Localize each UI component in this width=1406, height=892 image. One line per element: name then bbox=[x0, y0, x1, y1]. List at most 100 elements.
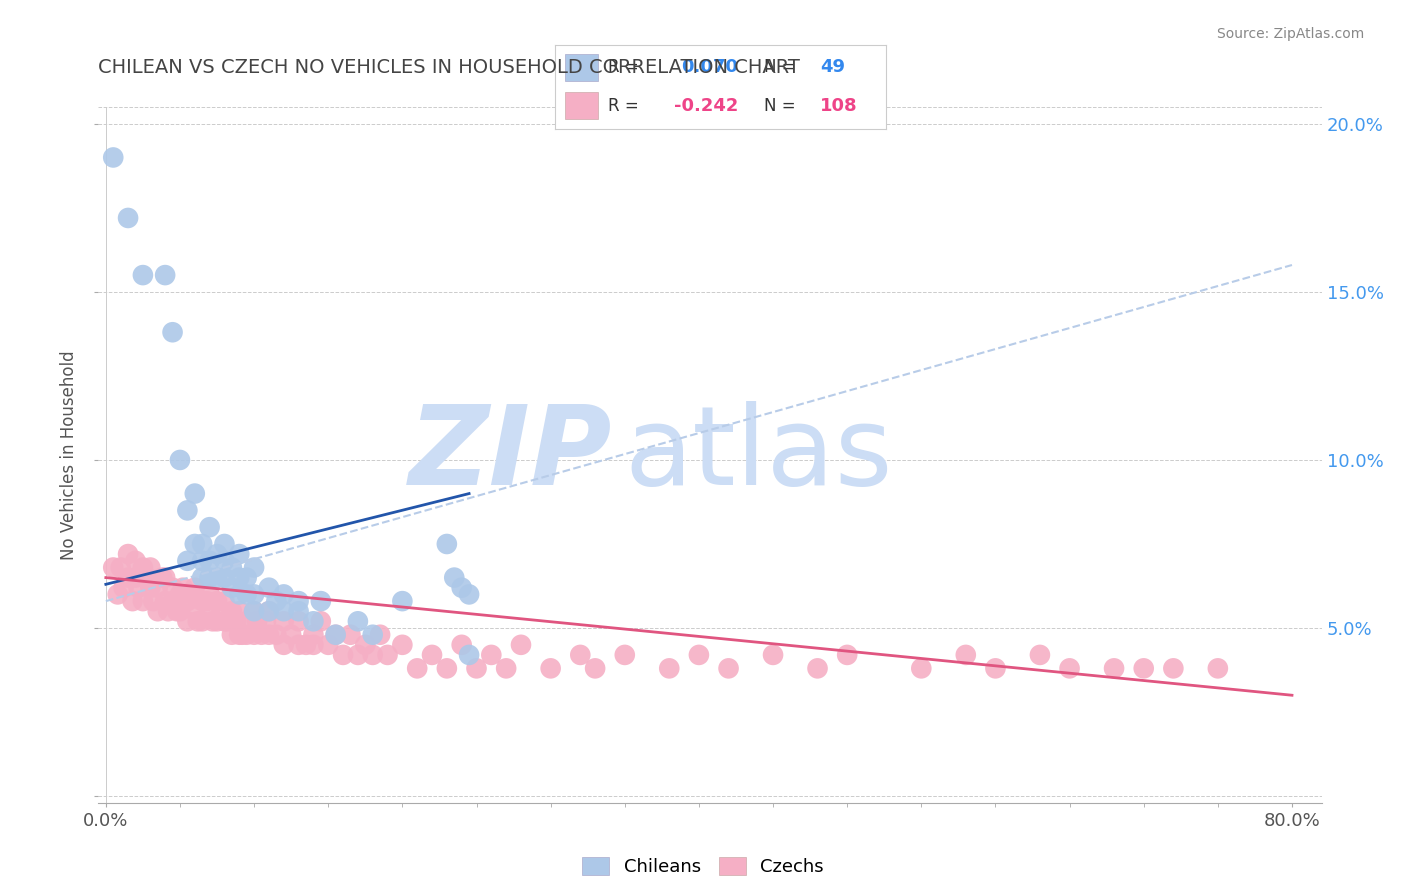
Point bbox=[198, 587, 221, 601]
Point bbox=[287, 638, 309, 652]
Point bbox=[243, 604, 266, 618]
Point bbox=[361, 628, 384, 642]
Point bbox=[214, 537, 236, 551]
Point bbox=[254, 615, 277, 629]
Point bbox=[217, 615, 239, 629]
Point bbox=[420, 648, 443, 662]
Point bbox=[257, 628, 280, 642]
Point bbox=[339, 628, 361, 642]
Point bbox=[332, 648, 354, 662]
Point bbox=[273, 604, 295, 618]
Point bbox=[837, 648, 859, 662]
Point bbox=[325, 628, 347, 642]
Point bbox=[302, 638, 325, 652]
Text: 108: 108 bbox=[820, 96, 858, 114]
Point bbox=[243, 560, 266, 574]
Point bbox=[510, 638, 533, 652]
Point bbox=[198, 571, 221, 585]
Point bbox=[273, 587, 295, 601]
Point bbox=[176, 615, 198, 629]
Point bbox=[195, 594, 218, 608]
Point bbox=[243, 628, 266, 642]
Point bbox=[688, 648, 710, 662]
Point bbox=[273, 615, 295, 629]
Point bbox=[436, 661, 458, 675]
Point bbox=[205, 615, 228, 629]
Point bbox=[243, 604, 266, 618]
Point bbox=[228, 604, 250, 618]
Text: 49: 49 bbox=[820, 59, 845, 77]
Point bbox=[124, 554, 146, 568]
Point bbox=[191, 571, 214, 585]
Point bbox=[266, 594, 288, 608]
Point bbox=[162, 325, 184, 339]
Point bbox=[235, 587, 257, 601]
Point bbox=[121, 594, 143, 608]
Point bbox=[162, 581, 184, 595]
Point bbox=[191, 554, 214, 568]
Point bbox=[153, 268, 176, 282]
Point bbox=[110, 560, 132, 574]
Point bbox=[198, 554, 221, 568]
Point bbox=[157, 604, 180, 618]
Point bbox=[191, 594, 214, 608]
Text: 0.070: 0.070 bbox=[681, 59, 738, 77]
Point bbox=[450, 638, 472, 652]
Point bbox=[658, 661, 681, 675]
Point bbox=[1059, 661, 1081, 675]
Point bbox=[146, 581, 169, 595]
Point bbox=[406, 661, 429, 675]
Point bbox=[458, 587, 481, 601]
Point bbox=[153, 571, 176, 585]
Point bbox=[1163, 661, 1185, 675]
Point bbox=[139, 560, 162, 574]
Point bbox=[246, 615, 269, 629]
Text: Source: ZipAtlas.com: Source: ZipAtlas.com bbox=[1216, 27, 1364, 41]
Point bbox=[191, 615, 214, 629]
Point bbox=[172, 581, 194, 595]
Point bbox=[235, 615, 257, 629]
Point bbox=[443, 571, 465, 585]
Point bbox=[391, 638, 413, 652]
Point bbox=[391, 594, 413, 608]
Point bbox=[132, 594, 155, 608]
Point bbox=[450, 581, 472, 595]
Point bbox=[806, 661, 828, 675]
Point bbox=[287, 594, 309, 608]
Bar bbox=[565, 92, 599, 120]
Point bbox=[458, 648, 481, 662]
Point bbox=[176, 554, 198, 568]
Point bbox=[205, 547, 228, 561]
Point bbox=[583, 661, 606, 675]
Point bbox=[153, 594, 176, 608]
Point bbox=[184, 486, 207, 500]
Point bbox=[302, 615, 325, 629]
Text: CHILEAN VS CZECH NO VEHICLES IN HOUSEHOLD CORRELATION CHART: CHILEAN VS CZECH NO VEHICLES IN HOUSEHOL… bbox=[98, 58, 800, 77]
Point bbox=[169, 604, 191, 618]
Point bbox=[762, 648, 785, 662]
Point bbox=[250, 628, 273, 642]
Point bbox=[295, 638, 318, 652]
Point bbox=[162, 594, 184, 608]
Point bbox=[214, 571, 236, 585]
Point bbox=[1029, 648, 1052, 662]
Point bbox=[347, 615, 370, 629]
Point bbox=[214, 615, 236, 629]
Point bbox=[184, 537, 207, 551]
Point bbox=[166, 604, 188, 618]
Point bbox=[117, 571, 139, 585]
Point bbox=[287, 604, 309, 618]
Point bbox=[117, 547, 139, 561]
Point bbox=[235, 628, 257, 642]
Text: R =: R = bbox=[609, 96, 638, 114]
Point bbox=[176, 594, 198, 608]
Point bbox=[910, 661, 932, 675]
Point bbox=[214, 594, 236, 608]
Point bbox=[142, 594, 165, 608]
Point bbox=[127, 581, 149, 595]
Text: -0.242: -0.242 bbox=[675, 96, 738, 114]
Point bbox=[169, 587, 191, 601]
Point bbox=[613, 648, 636, 662]
Point bbox=[107, 587, 129, 601]
Point bbox=[103, 560, 125, 574]
